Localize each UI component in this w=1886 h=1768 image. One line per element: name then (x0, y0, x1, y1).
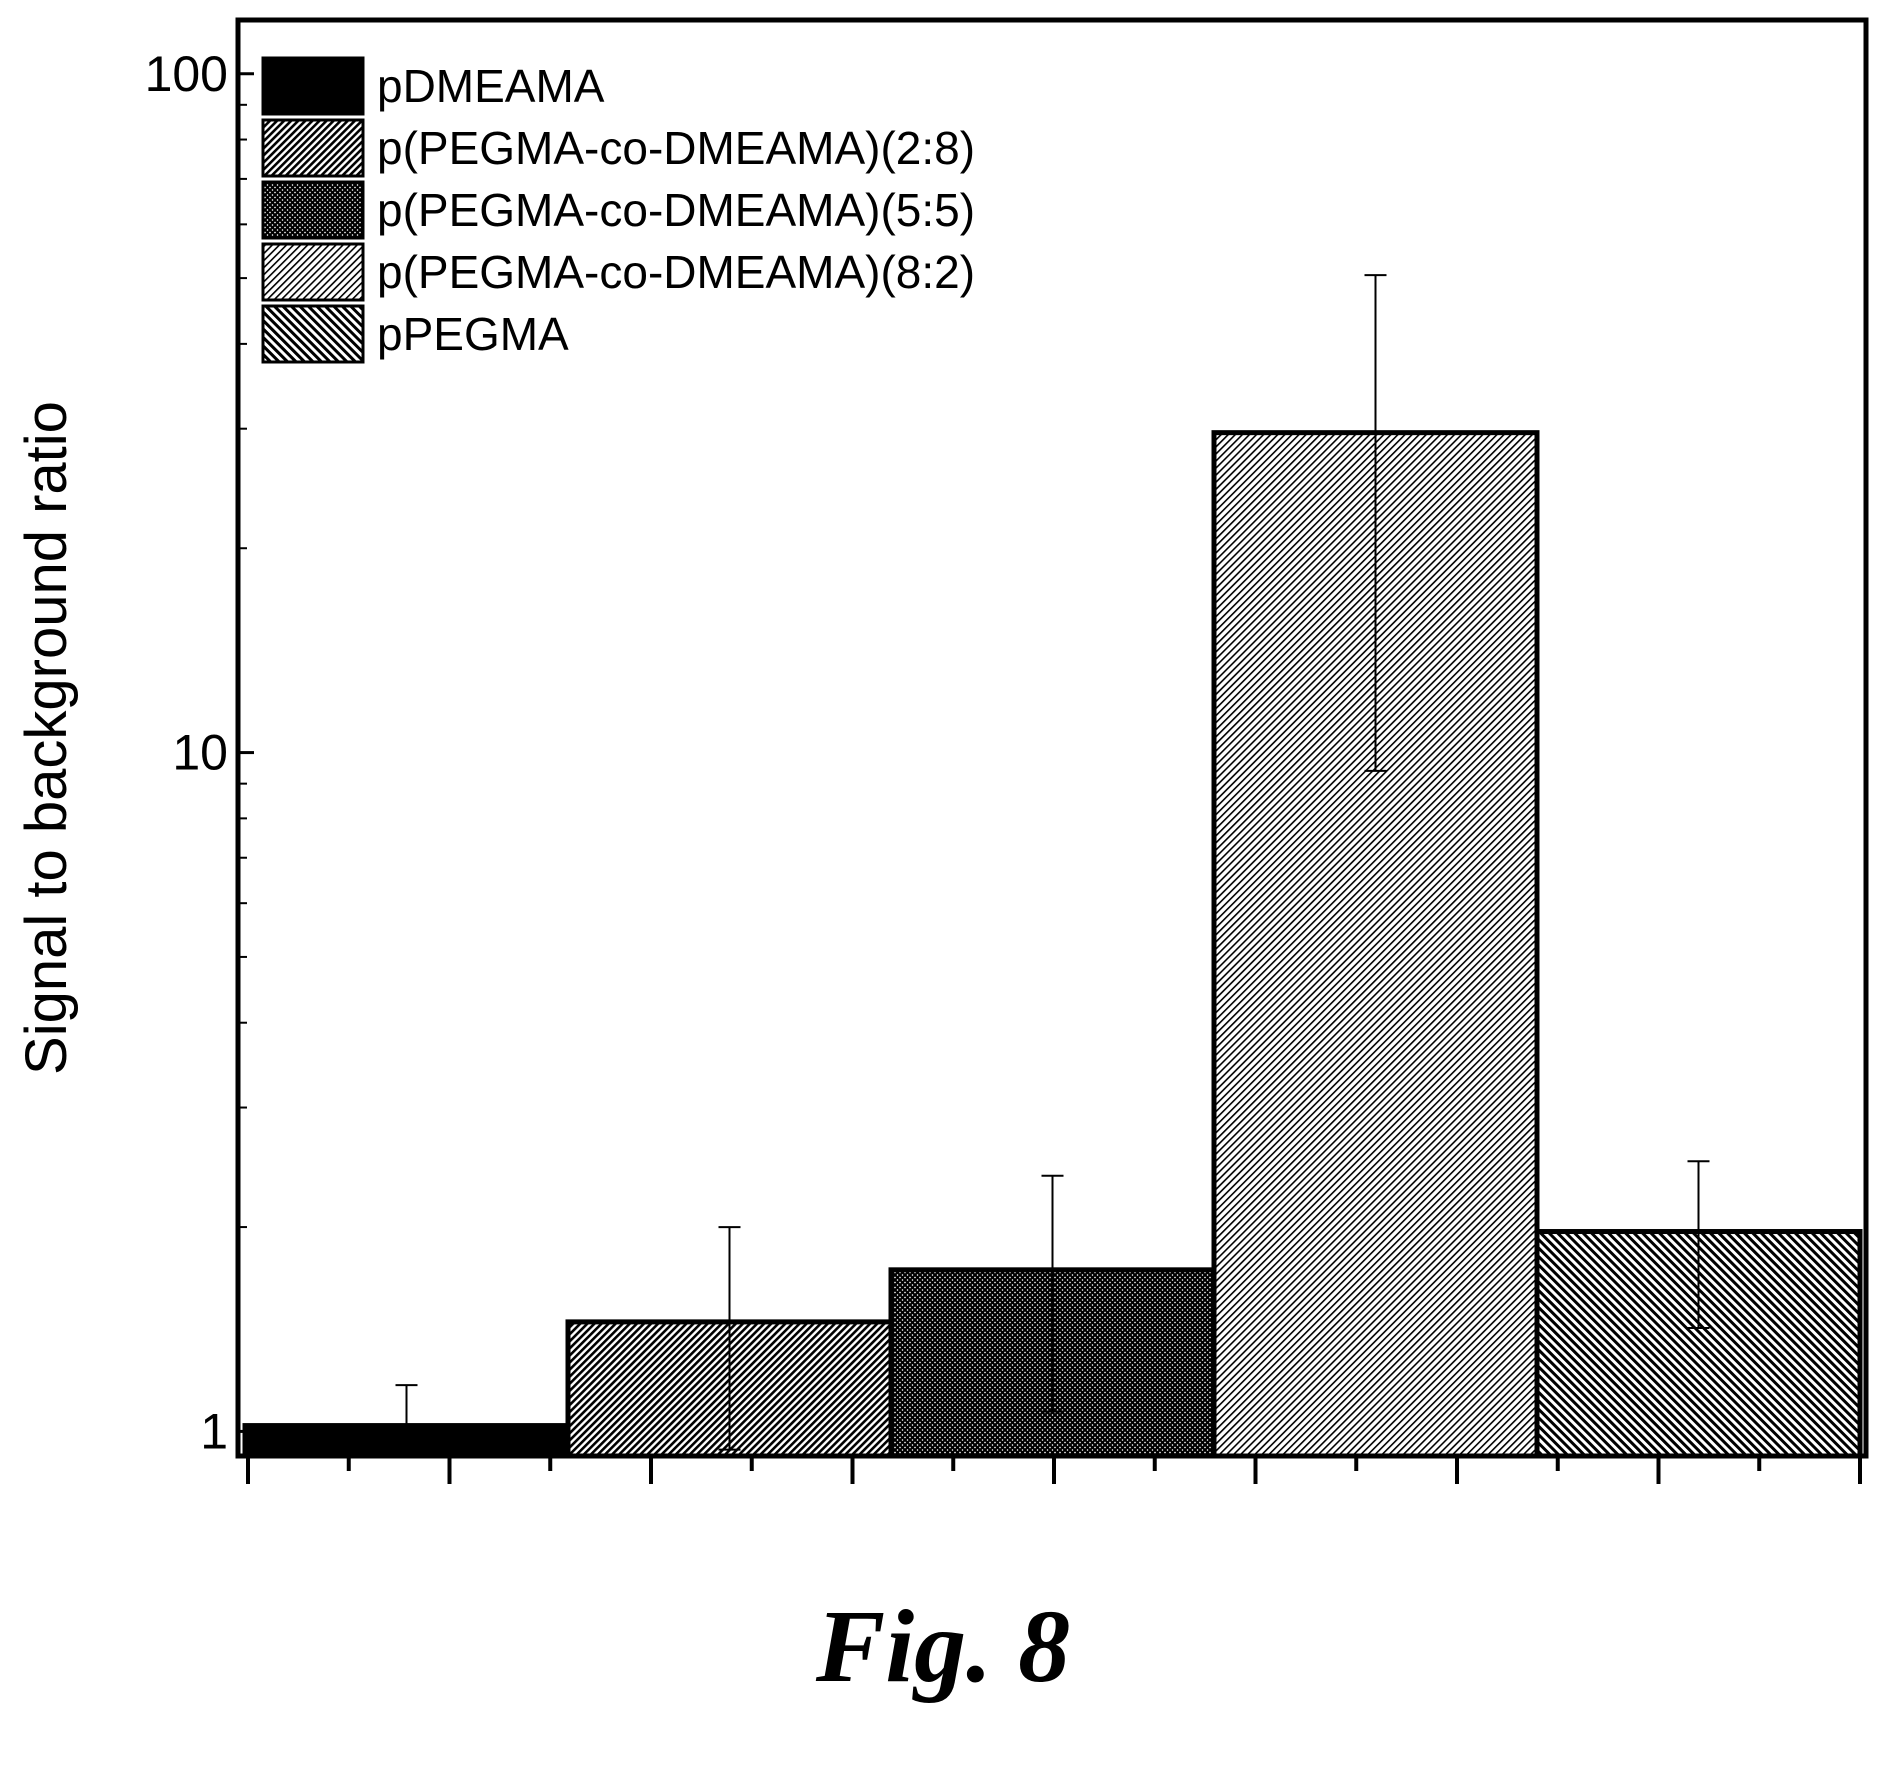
figure-caption: Fig. 8 (0, 1595, 1886, 1699)
legend-swatch-4 (263, 244, 363, 300)
y-tick-label: 10 (172, 725, 228, 781)
legend: pDMEAMA p(PEGMA-co-DMEAMA)(2:8) p(PEGMA-co… (263, 58, 975, 362)
legend-label-1: pDMEAMA (377, 60, 605, 112)
legend-label-5: pPEGMA (377, 308, 569, 360)
legend-swatch-2 (263, 120, 363, 176)
legend-swatch-5 (263, 306, 363, 362)
legend-label-2: p(PEGMA-co-DMEAMA)(2:8) (377, 122, 975, 174)
bar-1 (245, 1426, 568, 1456)
legend-label-3: p(PEGMA-co-DMEAMA)(5:5) (377, 184, 975, 236)
x-axis (248, 1456, 1860, 1484)
legend-swatch-1 (263, 58, 363, 114)
legend-label-4: p(PEGMA-co-DMEAMA)(8:2) (377, 246, 975, 298)
y-tick-label: 100 (145, 46, 228, 102)
legend-swatch-3 (263, 182, 363, 238)
y-tick-label: 1 (200, 1403, 228, 1459)
y-axis-label: Signal to background ratio (14, 401, 79, 1075)
